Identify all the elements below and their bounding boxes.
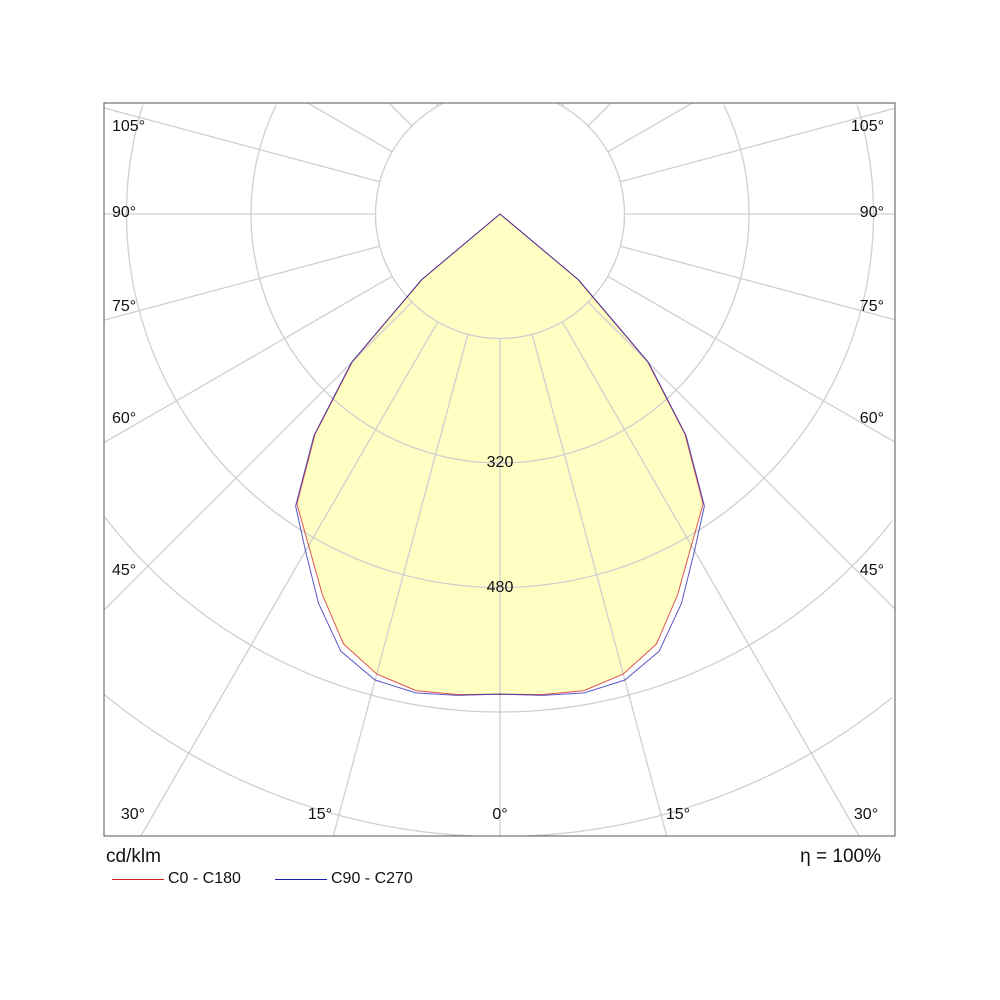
grid-circle [104,516,893,713]
grid-radial-line [620,107,896,183]
series-line [295,213,705,696]
grid-radial-line [435,102,439,107]
angle-label-bottom: 30° [121,806,145,823]
grid-radial-line [103,275,393,444]
grid-radial-line [587,102,612,127]
grid-radial-line [607,102,693,153]
grid-radial-line [531,334,668,837]
legend-swatch [275,878,327,880]
angle-label-right: 60° [860,410,884,427]
grid-circle [250,104,750,464]
angle-label-bottom: 15° [666,806,690,823]
unit-label: cd/klm [106,846,161,867]
efficiency-label: η = 100% [800,846,881,867]
angle-label-right: 45° [860,562,884,579]
angle-label-left: 75° [112,298,136,315]
angle-label-left: 45° [112,562,136,579]
radial-tick-label: 320 [487,454,514,471]
legend-swatch [112,878,164,880]
angle-label-right: 75° [860,298,884,315]
grid-radial-line [587,301,896,610]
grid-radial-line [307,102,393,153]
grid-circle [125,104,875,589]
grid-radial-line [140,321,439,837]
grid-circle [374,102,626,340]
plot-frame [103,102,896,837]
angle-label-bottom: 30° [854,806,878,823]
angle-label-bottom: 15° [308,806,332,823]
legend-label: C0 - C180 [168,870,241,887]
legend-item-c90: C90 - C270 [275,870,413,888]
angle-label-right: 105° [851,118,884,135]
angle-label-bottom: 0° [492,806,507,823]
grid-radial-line [561,102,565,107]
grid-circle [103,693,893,837]
grid-radial-line [103,301,413,611]
grid-radial-line [620,245,896,321]
angle-label-left: 90° [112,204,136,221]
legend-item-c0: C0 - C180 [112,870,241,888]
grid-radial-line [607,275,896,443]
angle-label-right: 90° [860,204,884,221]
angle-label-left: 60° [112,410,136,427]
grid-radial-line [561,321,860,837]
grid-radial-line [388,102,413,127]
legend-label: C90 - C270 [331,870,413,887]
grid-radial-line [103,107,380,183]
plot-area [103,102,896,837]
angle-label-left: 105° [112,118,145,135]
grid-radial-line [103,245,380,321]
grid-radial-line [332,334,469,837]
radial-tick-label: 480 [487,579,514,596]
